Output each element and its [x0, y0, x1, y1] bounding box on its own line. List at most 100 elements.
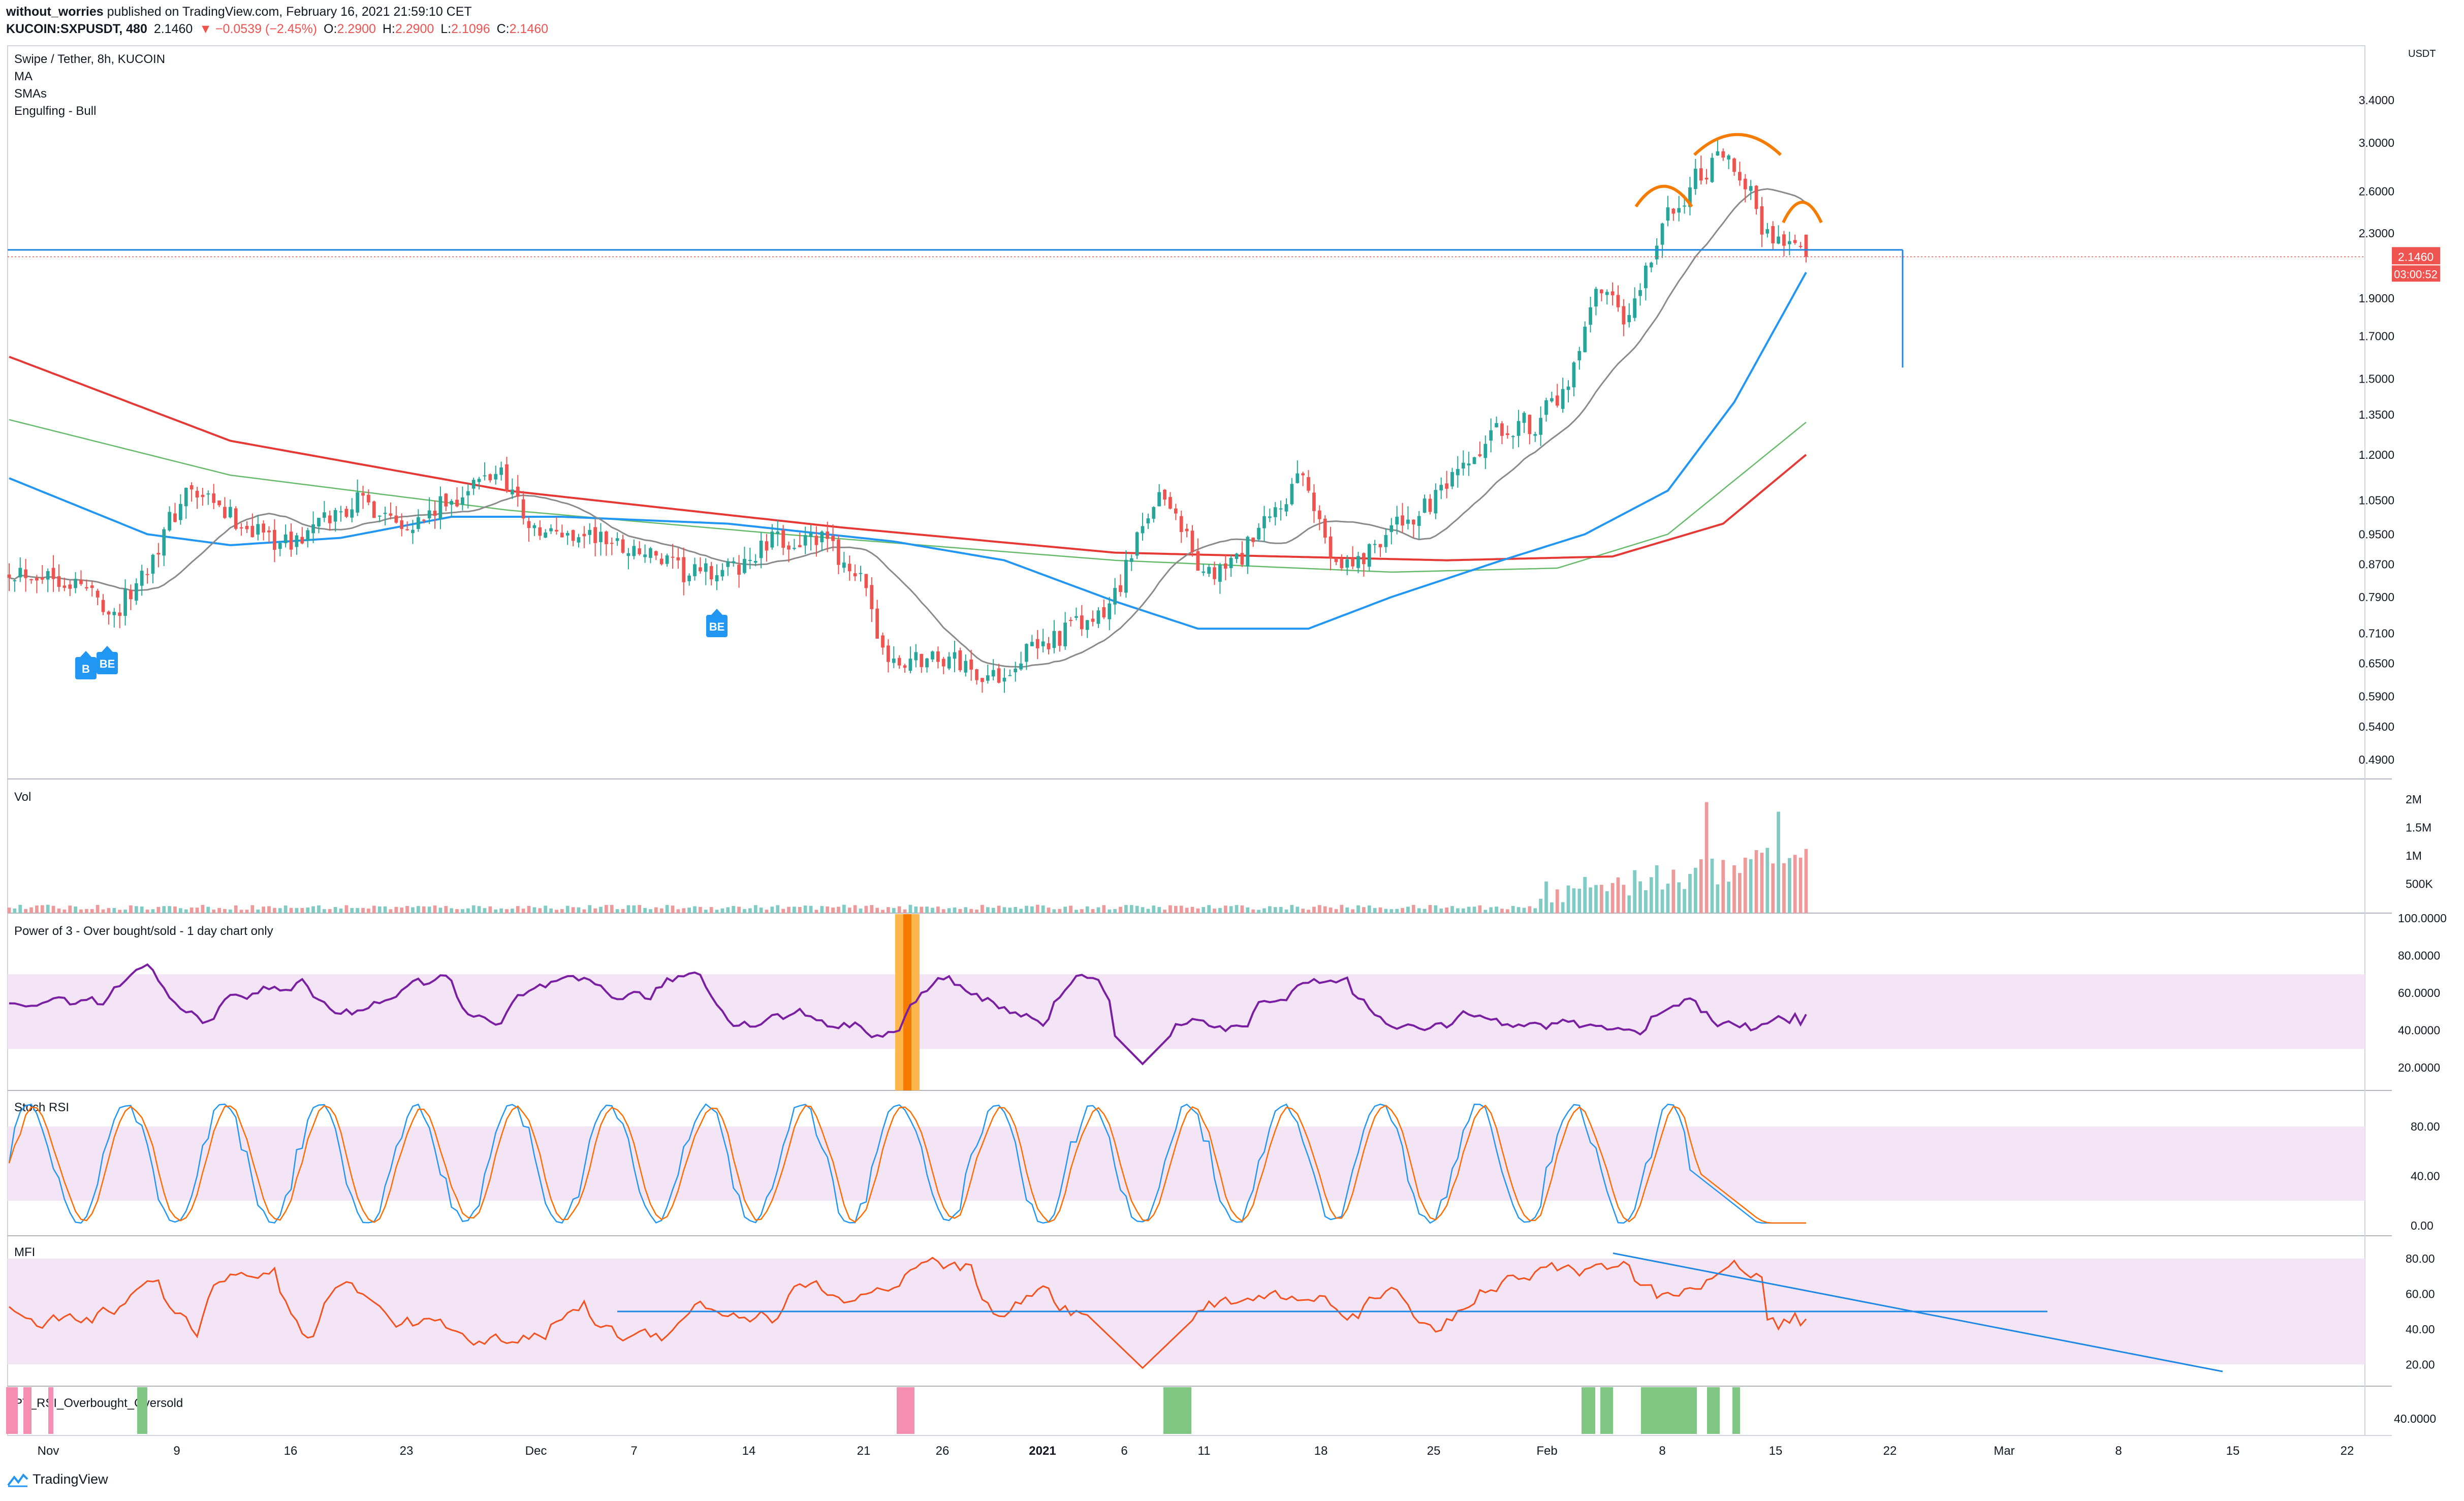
volume-bar: [953, 908, 957, 913]
candle-body: [759, 541, 763, 558]
volume-bar: [1727, 882, 1731, 913]
candle-body: [488, 474, 492, 481]
candle-body: [505, 464, 509, 491]
mfi-legend[interactable]: MFI: [14, 1245, 36, 1259]
candle-body: [1671, 208, 1676, 214]
candle-body: [1660, 223, 1664, 245]
volume-bar: [925, 906, 929, 913]
last-price-tag-label: 2.1460: [2398, 250, 2434, 263]
candle-body: [781, 530, 785, 548]
volume-bar: [1246, 907, 1250, 913]
pow3-tick-label: 80.0000: [2398, 949, 2440, 962]
price-tick-label: 1.3500: [2359, 408, 2394, 421]
volume-bar: [46, 904, 50, 913]
candle-body: [7, 574, 11, 578]
mfi-tick-label: 60.00: [2406, 1287, 2435, 1300]
candle-body: [1129, 558, 1133, 562]
candle-body: [1704, 177, 1709, 180]
volume-bar: [1163, 910, 1166, 913]
volume-bar: [654, 907, 658, 913]
legend-ma[interactable]: MA: [14, 70, 33, 83]
legend-symbol[interactable]: Swipe / Tether, 8h, KUCOIN: [14, 52, 166, 66]
candle-body: [1445, 483, 1448, 489]
volume-bar: [1644, 890, 1648, 913]
candle-body: [1777, 236, 1780, 244]
legend-smas[interactable]: SMAs: [14, 87, 47, 101]
volume-bar: [671, 905, 675, 913]
ptrsi-bar: [1641, 1387, 1697, 1434]
candle-body: [847, 564, 851, 572]
volume-bar: [1550, 902, 1554, 913]
countdown-tag-label: 03:00:52: [2394, 268, 2438, 280]
candle-body: [483, 475, 487, 477]
volume-bar: [461, 909, 464, 913]
volume-bar: [964, 907, 968, 913]
candle-body: [1218, 565, 1222, 582]
ptrsi-legend[interactable]: PT_RSI_Overbought_Oversold: [14, 1396, 183, 1410]
candle-body: [250, 525, 255, 538]
candle-body: [1677, 208, 1681, 213]
volume-bar: [881, 910, 884, 913]
vol-legend[interactable]: Vol: [14, 790, 31, 804]
candle-body: [1749, 186, 1753, 191]
c-label: C:: [496, 22, 510, 36]
author[interactable]: without_worries: [6, 5, 104, 19]
tradingview-logo[interactable]: TradingView: [7, 1472, 108, 1487]
brand-name: TradingView: [33, 1472, 108, 1487]
candle-body: [709, 566, 713, 580]
volume-bar: [1594, 885, 1598, 913]
volume-bar: [737, 906, 741, 913]
candle-body: [659, 558, 664, 565]
candle-body: [1058, 631, 1062, 646]
candle-body: [134, 583, 138, 601]
candle-body: [223, 507, 227, 518]
volume-bar: [1561, 902, 1565, 913]
candle-body: [1528, 415, 1532, 434]
volume-bar: [1251, 909, 1255, 913]
volume-bar: [1290, 904, 1294, 913]
volume-bar: [1577, 888, 1582, 913]
symbol[interactable]: KUCOIN:SXPUSDT, 480: [6, 22, 147, 36]
time-tick-label: 9: [173, 1444, 180, 1458]
volume-bar: [1373, 908, 1377, 913]
volume-bar: [372, 905, 376, 913]
volume-bar: [1716, 884, 1720, 913]
volume-bar: [1693, 867, 1697, 913]
volume-bar: [610, 904, 614, 913]
volume-bar: [1334, 909, 1338, 913]
candle-body: [510, 489, 514, 494]
candle-body: [527, 521, 531, 528]
volume-bar: [1080, 909, 1084, 913]
volume-bar: [1777, 811, 1780, 913]
candle-body: [1716, 151, 1720, 156]
volume-bar: [632, 905, 636, 913]
volume-bar: [101, 909, 105, 913]
volume-bar: [538, 908, 542, 913]
volume-bar: [361, 908, 365, 913]
candle-body: [1406, 519, 1410, 524]
volume-bar: [1544, 881, 1548, 913]
volume-bar: [273, 908, 276, 913]
candle-body: [1035, 639, 1039, 648]
candle-body: [859, 573, 863, 574]
volume-bar: [1129, 905, 1133, 913]
legend-engulfing[interactable]: Engulfing - Bull: [14, 104, 97, 118]
time-tick-label: 16: [284, 1444, 298, 1458]
volume-bar: [389, 909, 393, 913]
pow3-legend[interactable]: Power of 3 - Over bought/sold - 1 day ch…: [14, 924, 273, 938]
candle-body: [1185, 528, 1189, 531]
candle-body: [40, 577, 44, 580]
volume-bar: [1378, 907, 1382, 913]
volume-bar: [438, 908, 443, 913]
volume-bar: [1533, 908, 1537, 913]
candle-body: [1771, 226, 1775, 243]
candle-body: [461, 497, 464, 505]
candle-body: [1069, 619, 1072, 621]
volume-tick-label: 1.5M: [2406, 821, 2431, 834]
volume-bar: [173, 906, 177, 913]
volume-bar: [1671, 869, 1676, 913]
volume-bar: [699, 906, 702, 913]
volume-bar: [1566, 885, 1570, 913]
candle-body: [1411, 519, 1415, 525]
